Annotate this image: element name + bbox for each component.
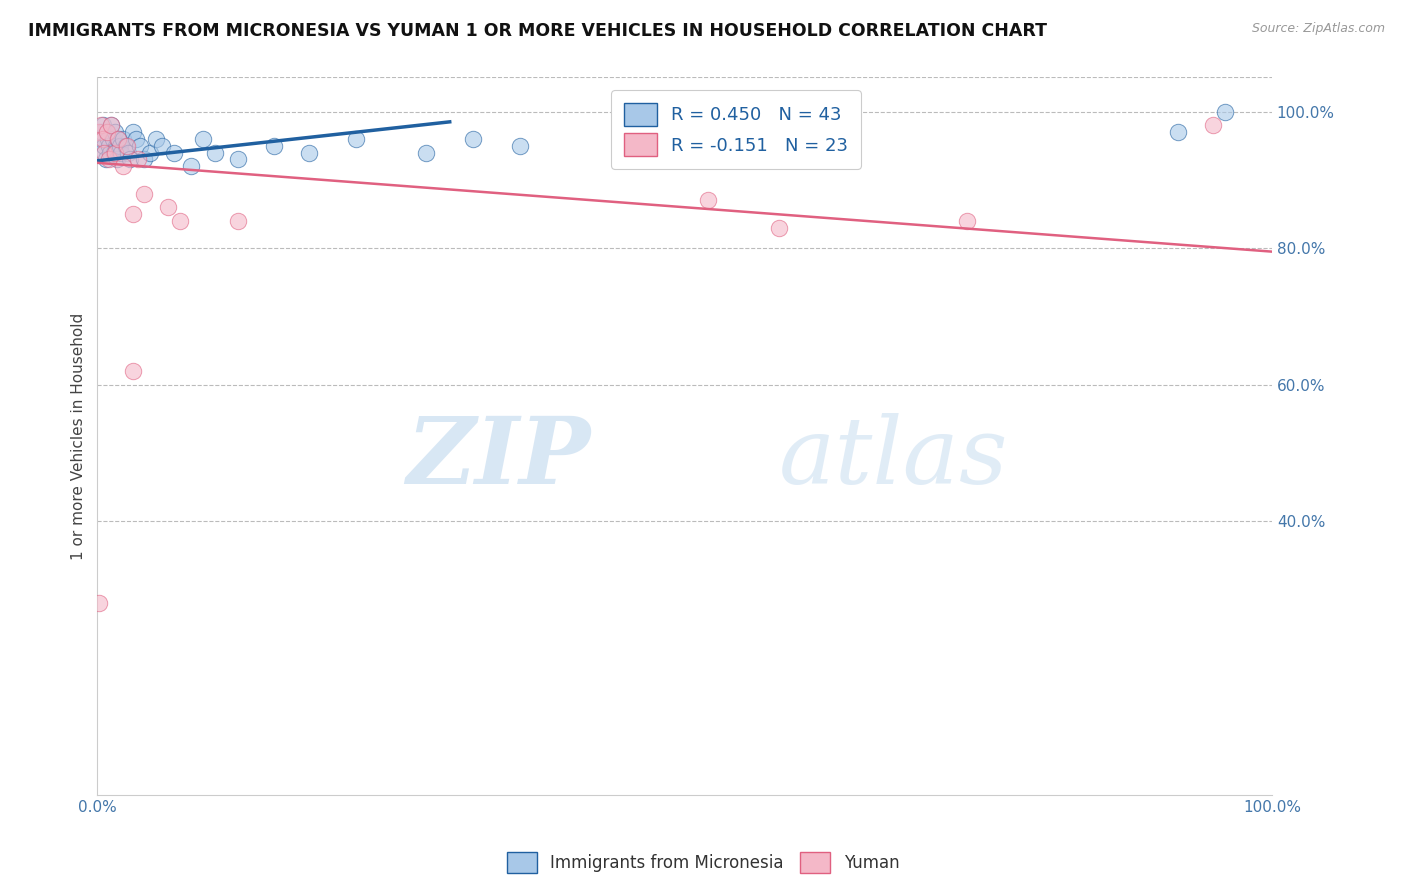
Point <box>107 132 129 146</box>
Legend: Immigrants from Micronesia, Yuman: Immigrants from Micronesia, Yuman <box>501 846 905 880</box>
Point <box>163 145 186 160</box>
Point <box>156 200 179 214</box>
Point <box>112 159 135 173</box>
Point <box>112 132 135 146</box>
Point <box>97 132 120 146</box>
Point <box>110 145 132 160</box>
Point <box>121 125 143 139</box>
Point <box>96 125 118 139</box>
Point <box>697 194 720 208</box>
Point <box>145 132 167 146</box>
Point <box>204 145 226 160</box>
Y-axis label: 1 or more Vehicles in Household: 1 or more Vehicles in Household <box>72 312 86 559</box>
Point <box>91 125 114 139</box>
Point <box>98 145 121 160</box>
Point <box>139 145 162 160</box>
Point <box>93 145 115 160</box>
Point <box>100 118 122 132</box>
Point <box>180 159 202 173</box>
Point <box>98 153 121 167</box>
Point <box>89 132 111 146</box>
Point <box>134 153 156 167</box>
Point <box>90 145 112 160</box>
Point <box>1202 118 1225 132</box>
Point <box>128 138 150 153</box>
Point <box>120 153 142 167</box>
Point <box>463 132 485 146</box>
Point <box>768 220 790 235</box>
Point <box>169 214 191 228</box>
Point <box>127 153 149 167</box>
Point <box>226 153 249 167</box>
Point <box>98 138 121 153</box>
Point <box>121 364 143 378</box>
Point <box>134 186 156 201</box>
Point <box>104 125 127 139</box>
Point <box>104 145 127 160</box>
Point <box>94 153 117 167</box>
Point <box>344 132 367 146</box>
Text: ZIP: ZIP <box>406 413 591 502</box>
Point <box>298 145 321 160</box>
Text: Source: ZipAtlas.com: Source: ZipAtlas.com <box>1251 22 1385 36</box>
Point <box>150 138 173 153</box>
Point <box>103 145 125 160</box>
Point <box>105 138 128 153</box>
Point <box>191 132 214 146</box>
Point <box>105 153 128 167</box>
Point <box>1167 125 1189 139</box>
Point <box>87 125 110 139</box>
Point <box>955 214 977 228</box>
Point <box>117 145 139 160</box>
Point <box>121 207 143 221</box>
Point <box>91 132 114 146</box>
Point <box>100 118 122 132</box>
Point <box>107 132 129 146</box>
Point <box>96 125 118 139</box>
Text: atlas: atlas <box>779 413 1008 502</box>
Point <box>101 132 124 146</box>
Point <box>509 138 531 153</box>
Point <box>108 138 131 153</box>
Point <box>125 132 148 146</box>
Point <box>415 145 437 160</box>
Text: IMMIGRANTS FROM MICRONESIA VS YUMAN 1 OR MORE VEHICLES IN HOUSEHOLD CORRELATION : IMMIGRANTS FROM MICRONESIA VS YUMAN 1 OR… <box>28 22 1047 40</box>
Point <box>91 118 114 132</box>
Point <box>87 596 110 610</box>
Point <box>114 138 136 153</box>
Point <box>263 138 285 153</box>
Point <box>93 138 115 153</box>
Point <box>226 214 249 228</box>
Legend: R = 0.450   N = 43, R = -0.151   N = 23: R = 0.450 N = 43, R = -0.151 N = 23 <box>612 90 860 169</box>
Point <box>90 118 112 132</box>
Point <box>1213 104 1236 119</box>
Point <box>115 138 138 153</box>
